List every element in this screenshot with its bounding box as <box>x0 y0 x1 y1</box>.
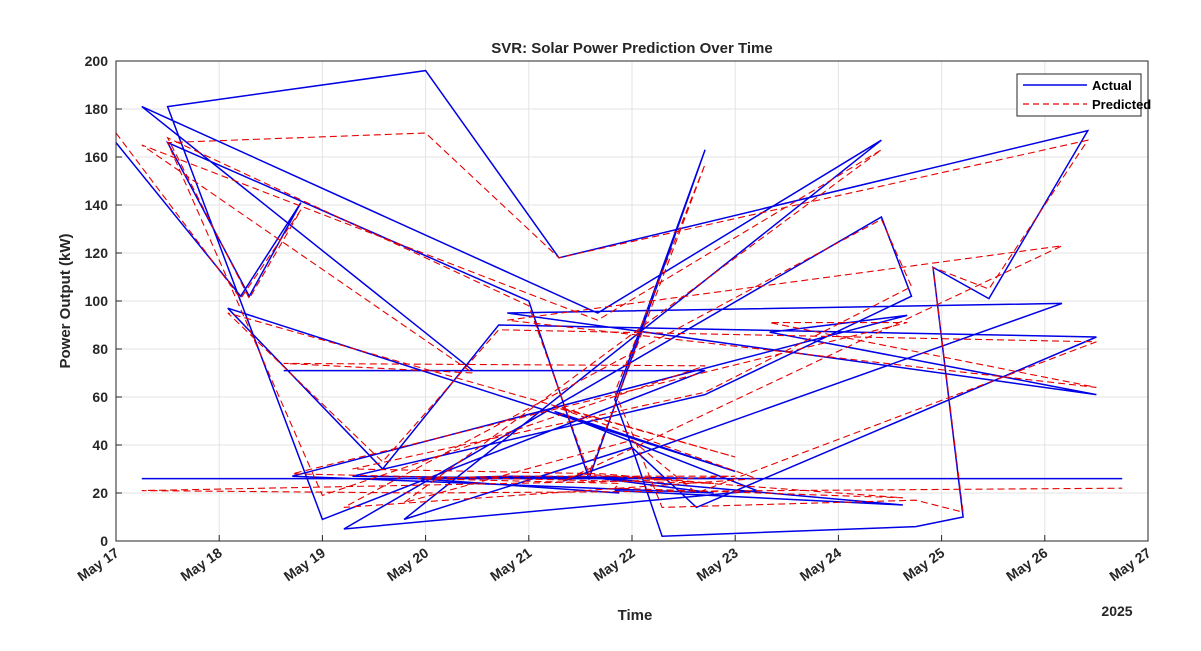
legend-label-predicted: Predicted <box>1092 97 1151 112</box>
x-tick-label: May 24 <box>797 544 845 584</box>
x-tick-label: May 25 <box>900 544 948 584</box>
series-lines <box>115 69 1123 537</box>
plot-frame <box>115 60 1149 542</box>
x-tick-label: May 22 <box>590 544 638 584</box>
x-tick-label: May 27 <box>1106 544 1154 584</box>
chart-title: SVR: Solar Power Prediction Over Time <box>491 40 772 57</box>
x-tick-label: May 19 <box>281 544 329 584</box>
y-tick-label: 100 <box>85 293 109 309</box>
y-tick-label: 180 <box>85 101 109 117</box>
y-tick-label: 20 <box>92 485 108 501</box>
y-tick-labels: 0 20 40 60 80 100 120 140 160 180 200 <box>85 53 109 549</box>
x-tick-label: May 23 <box>693 544 741 584</box>
y-tick-label: 0 <box>100 533 108 549</box>
y-tick-label: 120 <box>85 245 109 261</box>
x-tick-label: May 18 <box>177 544 225 584</box>
x-tick-label: May 20 <box>384 544 432 584</box>
y-axis-label: Power Output (kW) <box>57 234 74 369</box>
y-tick-label: 160 <box>85 149 109 165</box>
y-tick-label: 140 <box>85 197 109 213</box>
y-tick-label: 200 <box>85 53 109 69</box>
x-tick-labels: May 17 May 18 May 19 May 20 May 21 May 22 May … <box>74 544 1154 584</box>
x-tick-label: May 21 <box>487 544 535 584</box>
x-tick-label: May 26 <box>1003 544 1051 584</box>
y-tick-label: 40 <box>92 437 108 453</box>
legend-label-actual: Actual <box>1092 78 1132 93</box>
y-tick-label: 80 <box>92 341 108 357</box>
x-axis-label: Time <box>618 607 653 624</box>
legend: Actual Predicted <box>1016 73 1151 117</box>
legend-box <box>1016 73 1142 117</box>
series-line-predicted <box>115 132 1123 513</box>
x-tick-label: May 17 <box>74 544 122 584</box>
y-tick-label: 60 <box>92 389 108 405</box>
x-axis-year-label: 2025 <box>1101 603 1132 619</box>
